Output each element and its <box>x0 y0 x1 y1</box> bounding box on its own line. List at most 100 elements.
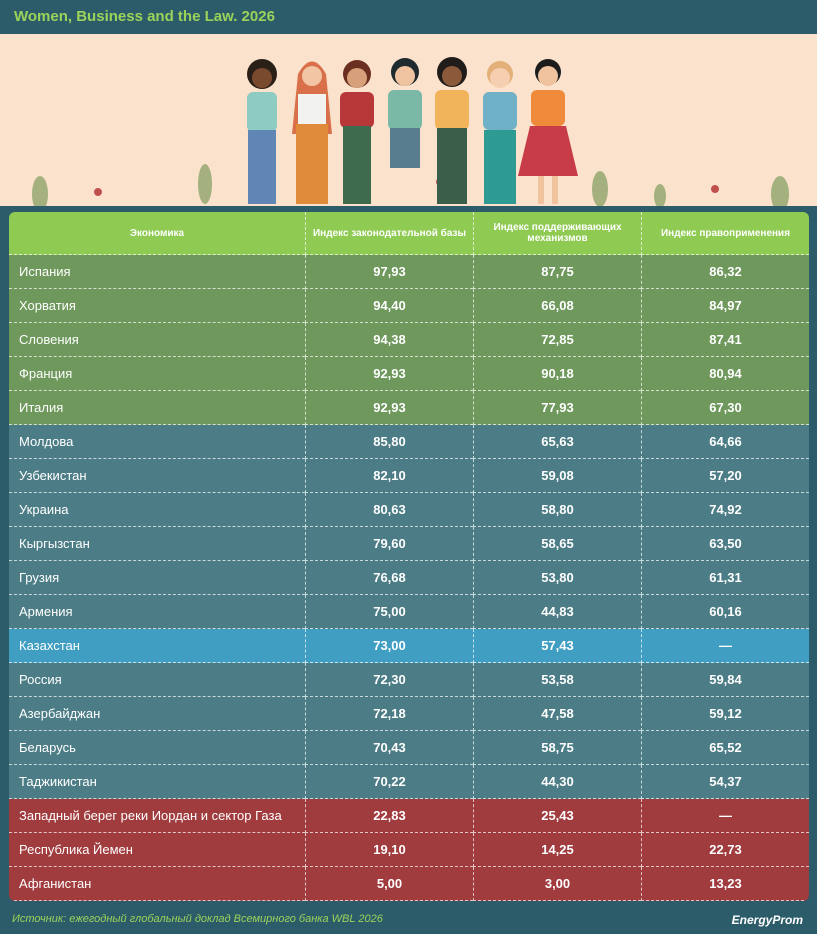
economy-name: Хорватия <box>9 289 305 323</box>
economy-name: Азербайджан <box>9 697 305 731</box>
index-value: 86,32 <box>641 255 809 289</box>
index-value: 19,10 <box>305 833 473 867</box>
index-value: 58,75 <box>473 731 641 765</box>
index-value: 5,00 <box>305 867 473 901</box>
index-value: 13,23 <box>641 867 809 901</box>
index-value: 65,52 <box>641 731 809 765</box>
index-value: 80,63 <box>305 493 473 527</box>
table-row: Украина 80,63 58,80 74,92 <box>9 493 809 527</box>
economy-name: Кыргызстан <box>9 527 305 561</box>
index-value: 94,38 <box>305 323 473 357</box>
index-value: 77,93 <box>473 391 641 425</box>
index-value: 84,97 <box>641 289 809 323</box>
economy-name: Словения <box>9 323 305 357</box>
index-value: 65,63 <box>473 425 641 459</box>
economy-name: Молдова <box>9 425 305 459</box>
table-row: Испания 97,93 87,75 86,32 <box>9 255 809 289</box>
index-value: 75,00 <box>305 595 473 629</box>
index-value: 97,93 <box>305 255 473 289</box>
table-row: Италия 92,93 77,93 67,30 <box>9 391 809 425</box>
index-value: — <box>641 629 809 663</box>
source-note: Источник: ежегодный глобальный доклад Вс… <box>12 913 383 925</box>
table-row: Западный берег реки Иордан и сектор Газа… <box>9 799 809 833</box>
title: Women, Business and the Law. 2026 <box>14 8 275 25</box>
index-value: 66,08 <box>473 289 641 323</box>
index-value: 87,41 <box>641 323 809 357</box>
index-value: 70,43 <box>305 731 473 765</box>
table-row: Беларусь 70,43 58,75 65,52 <box>9 731 809 765</box>
index-value: — <box>641 799 809 833</box>
index-value: 58,80 <box>473 493 641 527</box>
table-row: Азербайджан 72,18 47,58 59,12 <box>9 697 809 731</box>
index-value: 72,18 <box>305 697 473 731</box>
index-value: 22,73 <box>641 833 809 867</box>
table-row: Хорватия 94,40 66,08 84,97 <box>9 289 809 323</box>
table-row: Франция 92,93 90,18 80,94 <box>9 357 809 391</box>
economy-name: Украина <box>9 493 305 527</box>
index-value: 92,93 <box>305 357 473 391</box>
table-row: Афганистан 5,00 3,00 13,23 <box>9 867 809 901</box>
economy-name: Грузия <box>9 561 305 595</box>
economy-name: Армения <box>9 595 305 629</box>
table-row: Казахстан 73,00 57,43— <box>9 629 809 663</box>
index-value: 90,18 <box>473 357 641 391</box>
table-row: Кыргызстан 79,60 58,65 63,50 <box>9 527 809 561</box>
column-header: Индекс поддерживающих механизмов <box>473 212 641 255</box>
table-row: Таджикистан 70,22 44,30 54,37 <box>9 765 809 799</box>
economy-name: Франция <box>9 357 305 391</box>
index-value: 85,80 <box>305 425 473 459</box>
column-header: Индекс законодательной базы <box>305 212 473 255</box>
data-table: Экономика Индекс законодательной базы Инде… <box>9 212 809 901</box>
economy-name: Афганистан <box>9 867 305 901</box>
index-value: 64,66 <box>641 425 809 459</box>
index-value: 14,25 <box>473 833 641 867</box>
index-value: 72,30 <box>305 663 473 697</box>
table-row: Республика Йемен 19,10 14,25 22,73 <box>9 833 809 867</box>
index-value: 94,40 <box>305 289 473 323</box>
index-value: 47,58 <box>473 697 641 731</box>
index-value: 3,00 <box>473 867 641 901</box>
economy-name: Узбекистан <box>9 459 305 493</box>
index-value: 61,31 <box>641 561 809 595</box>
index-value: 74,92 <box>641 493 809 527</box>
index-value: 63,50 <box>641 527 809 561</box>
index-value: 92,93 <box>305 391 473 425</box>
index-value: 70,22 <box>305 765 473 799</box>
economy-name: Испания <box>9 255 305 289</box>
index-value: 79,60 <box>305 527 473 561</box>
index-value: 57,20 <box>641 459 809 493</box>
header-row: Экономика Индекс законодательной базы Инде… <box>9 212 809 255</box>
index-value: 59,12 <box>641 697 809 731</box>
index-value: 67,30 <box>641 391 809 425</box>
index-value: 76,68 <box>305 561 473 595</box>
table-row: Словения 94,38 72,85 87,41 <box>9 323 809 357</box>
economy-name: Таджикистан <box>9 765 305 799</box>
index-value: 44,83 <box>473 595 641 629</box>
column-header: Экономика <box>9 212 305 255</box>
illustration <box>0 34 817 206</box>
index-value: 44,30 <box>473 765 641 799</box>
economy-name: Западный берег реки Иордан и сектор Газа <box>9 799 305 833</box>
index-value: 53,80 <box>473 561 641 595</box>
economy-name: Республика Йемен <box>9 833 305 867</box>
index-value: 59,08 <box>473 459 641 493</box>
index-value: 72,85 <box>473 323 641 357</box>
index-value: 22,83 <box>305 799 473 833</box>
index-value: 73,00 <box>305 629 473 663</box>
index-value: 53,58 <box>473 663 641 697</box>
index-value: 87,75 <box>473 255 641 289</box>
table-row: Армения 75,00 44,83 60,16 <box>9 595 809 629</box>
economy-name: Россия <box>9 663 305 697</box>
economy-name: Казахстан <box>9 629 305 663</box>
index-value: 58,65 <box>473 527 641 561</box>
logo: EnergyProm <box>731 913 803 927</box>
index-value: 25,43 <box>473 799 641 833</box>
column-header: Индекс правоприменения <box>641 212 809 255</box>
index-value: 60,16 <box>641 595 809 629</box>
economy-name: Италия <box>9 391 305 425</box>
index-value: 80,94 <box>641 357 809 391</box>
table-row: Россия 72,30 53,58 59,84 <box>9 663 809 697</box>
economy-name: Беларусь <box>9 731 305 765</box>
table-row: Узбекистан 82,10 59,08 57,20 <box>9 459 809 493</box>
